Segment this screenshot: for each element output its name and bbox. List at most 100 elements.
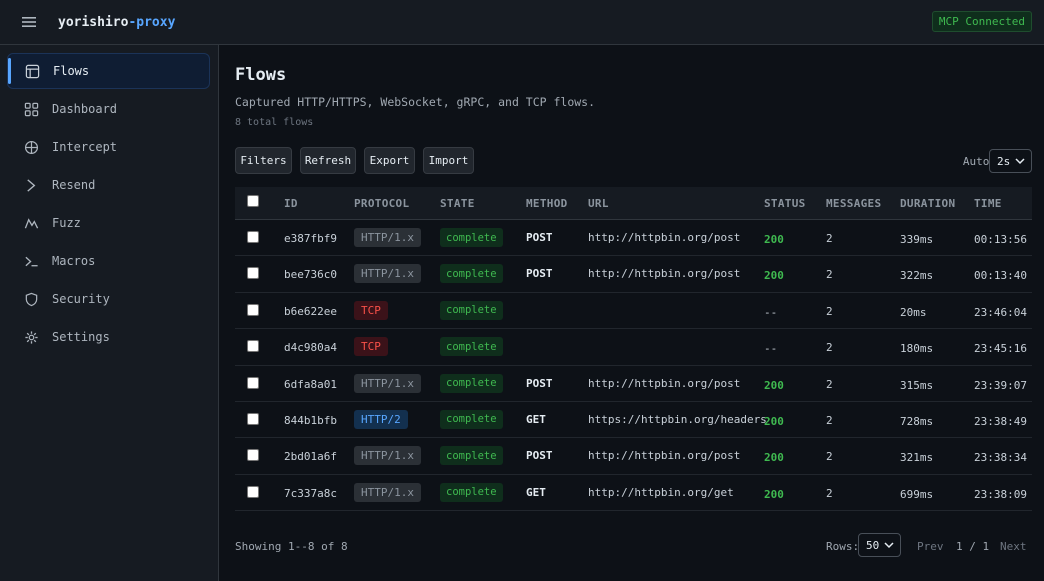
column-header-duration[interactable]: DURATION <box>900 197 956 210</box>
method: POST <box>526 231 553 244</box>
sidebar-item-label: Settings <box>52 330 110 344</box>
column-header-url[interactable]: URL <box>588 197 609 210</box>
next-page-button[interactable]: Next <box>1000 540 1027 553</box>
page-indicator: 1 / 1 <box>956 540 990 553</box>
refresh-button[interactable]: Refresh <box>300 147 356 174</box>
message-count: 2 <box>826 304 833 318</box>
column-header-id[interactable]: ID <box>284 197 298 210</box>
select-all-checkbox[interactable] <box>247 195 259 207</box>
flow-url: http://httpbin.org/post <box>588 267 741 281</box>
timestamp: 00:13:40 <box>974 269 1027 283</box>
row-checkbox[interactable] <box>247 376 259 389</box>
method: GET <box>526 412 546 426</box>
status-code: 200 <box>764 378 784 392</box>
state-badge: complete <box>440 446 503 466</box>
flow-id: 2bd01a6f <box>284 450 337 464</box>
method: POST <box>526 376 553 390</box>
state-badge: complete <box>440 264 503 284</box>
shield-icon <box>22 290 40 308</box>
status-code: 200 <box>764 233 784 246</box>
message-count: 2 <box>826 377 833 391</box>
table-header: ID PROTOCOL STATE METHOD URL STATUS MESS… <box>235 187 1032 220</box>
row-checkbox[interactable] <box>247 340 259 353</box>
sidebar-item-fuzz[interactable]: Fuzz <box>7 205 210 241</box>
row-checkbox[interactable] <box>247 449 259 462</box>
row-checkbox[interactable] <box>247 485 259 498</box>
timestamp: 23:38:34 <box>974 451 1027 465</box>
auto-refresh-label: Auto: <box>962 155 996 168</box>
message-count: 2 <box>826 413 833 427</box>
sidebar-item-security[interactable]: Security <box>7 281 210 317</box>
column-header-method[interactable]: METHOD <box>526 197 568 210</box>
hamburger-menu-button[interactable] <box>0 0 58 45</box>
rows-per-page-select[interactable]: 50 <box>858 533 901 557</box>
filters-button[interactable]: Filters <box>235 147 292 174</box>
table-row[interactable]: 844b1bfb HTTP/2 complete GET https://httpbin… <box>235 402 1032 439</box>
sidebar-item-intercept[interactable]: Intercept <box>7 129 210 165</box>
column-header-time[interactable]: TIME <box>974 197 1002 210</box>
row-checkbox[interactable] <box>247 231 259 243</box>
hamburger-icon <box>22 17 36 27</box>
flow-id: 6dfa8a01 <box>284 377 337 391</box>
prev-page-button[interactable]: Prev <box>917 540 944 553</box>
row-checkbox[interactable] <box>247 267 259 280</box>
row-checkbox[interactable] <box>247 412 259 425</box>
chevron-right-icon <box>22 176 40 194</box>
message-count: 2 <box>826 268 833 282</box>
protocol-badge: HTTP/1.x <box>354 228 421 247</box>
sidebar-item-label: Macros <box>52 254 96 268</box>
table-body: e387fbf9 HTTP/1.x complete POST http://httpb… <box>235 220 1032 512</box>
sidebar-item-dashboard[interactable]: Dashboard <box>7 91 210 127</box>
sidebar-item-settings[interactable]: Settings <box>7 319 210 355</box>
timestamp: 23:45:16 <box>974 342 1027 356</box>
sidebar: Flows Dashboard Intercept Resend Fuzz Ma… <box>0 45 219 581</box>
table-row[interactable]: b6e622ee TCP complete -- 2 20ms 23:46:04 <box>235 293 1032 330</box>
export-button[interactable]: Export <box>364 147 415 174</box>
brand-accent: -proxy <box>128 14 176 30</box>
column-header-state[interactable]: STATE <box>440 197 475 210</box>
table-icon <box>23 62 41 80</box>
grid-icon <box>22 100 40 118</box>
sidebar-item-resend[interactable]: Resend <box>7 167 210 203</box>
state-badge: complete <box>440 482 503 502</box>
auto-refresh-select[interactable]: 2s <box>989 149 1032 173</box>
row-checkbox[interactable] <box>247 303 259 316</box>
table-row[interactable]: 2bd01a6f HTTP/1.x complete POST http://httpb… <box>235 438 1032 475</box>
flow-url: https://httpbin.org/headers <box>588 412 767 426</box>
table-row[interactable]: 7c337a8c HTTP/1.x complete GET http://httpbi… <box>235 475 1032 512</box>
flow-id: d4c980a4 <box>284 341 337 355</box>
method: POST <box>526 449 553 463</box>
table-row[interactable]: e387fbf9 HTTP/1.x complete POST http://httpb… <box>235 220 1032 257</box>
sidebar-item-macros[interactable]: Macros <box>7 243 210 279</box>
status-code: 200 <box>764 451 784 465</box>
column-header-status[interactable]: STATUS <box>764 197 806 210</box>
flow-url: http://httpbin.org/post <box>588 231 741 244</box>
flow-id: b6e622ee <box>284 304 337 318</box>
flow-id: 844b1bfb <box>284 413 337 427</box>
column-header-protocol[interactable]: PROTOCOL <box>354 197 410 210</box>
protocol-badge: HTTP/1.x <box>354 446 421 466</box>
state-badge: complete <box>440 337 503 357</box>
total-count: 8 total flows <box>235 117 314 128</box>
message-count: 2 <box>826 232 833 245</box>
top-bar: yorishiro-proxy MCP Connected <box>0 0 1044 45</box>
status-code: -- <box>764 305 778 319</box>
pagination-summary: Showing 1--8 of 8 <box>235 540 348 553</box>
flows-table: ID PROTOCOL STATE METHOD URL STATUS MESS… <box>235 187 1032 512</box>
column-header-messages[interactable]: MESSAGES <box>826 197 882 210</box>
state-badge: complete <box>440 409 503 429</box>
table-row[interactable]: bee736c0 HTTP/1.x complete POST http://httpb… <box>235 256 1032 293</box>
sidebar-item-flows[interactable]: Flows <box>7 53 210 89</box>
duration: 180ms <box>900 342 934 356</box>
state-badge: complete <box>440 300 503 320</box>
protocol-badge: HTTP/1.x <box>354 373 421 393</box>
page-title: Flows <box>235 65 287 85</box>
timestamp: 23:46:04 <box>974 305 1027 319</box>
method: POST <box>526 267 553 281</box>
timestamp: 23:38:09 <box>974 487 1027 501</box>
import-button[interactable]: Import <box>423 147 474 174</box>
message-count: 2 <box>826 341 833 355</box>
status-code: 200 <box>764 414 784 428</box>
table-row[interactable]: 6dfa8a01 HTTP/1.x complete POST http://httpb… <box>235 366 1032 402</box>
table-row[interactable]: d4c980a4 TCP complete -- 2 180ms 23:45:16 <box>235 329 1032 366</box>
